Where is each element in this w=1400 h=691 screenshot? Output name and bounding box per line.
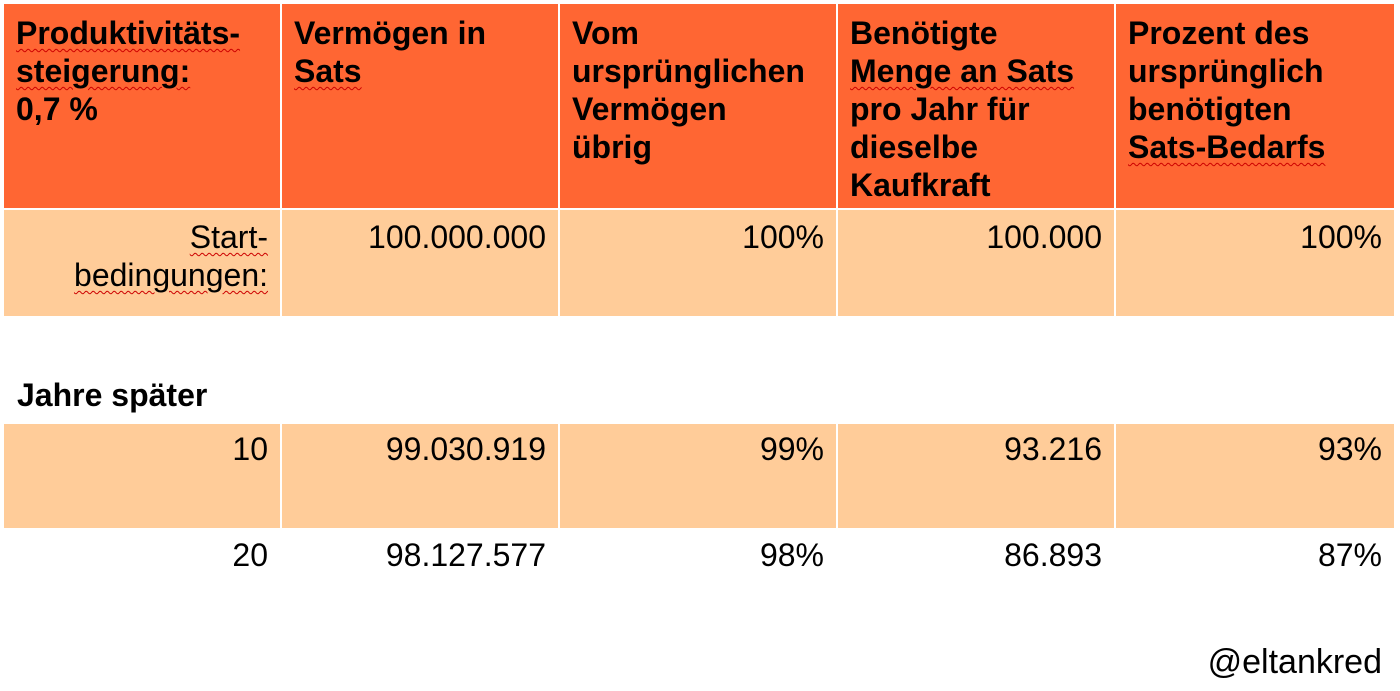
header-required-line-1: Benötigte bbox=[850, 15, 998, 51]
header-productivity-line-3: 0,7 % bbox=[16, 91, 98, 127]
header-percent-of-original[interactable]: Prozent des ursprünglich benötigten Sats… bbox=[1116, 4, 1394, 208]
percent-cell[interactable]: 93% bbox=[1116, 424, 1394, 528]
author-handle: @eltankred bbox=[1207, 643, 1382, 681]
header-required-line-2: Menge an Sats bbox=[850, 53, 1075, 89]
remaining-cell[interactable]: 99% bbox=[560, 424, 838, 528]
years-later-label[interactable]: Jahre später bbox=[17, 377, 208, 413]
year-cell[interactable]: 10 bbox=[4, 424, 282, 528]
header-percent-line-1: Prozent des bbox=[1128, 15, 1310, 51]
start-conditions-row: Start- bedingungen: 100.000.000 100% 100… bbox=[4, 210, 1394, 316]
header-wealth-in-sats[interactable]: Vermögen in Sats bbox=[282, 4, 560, 208]
wealth-cell[interactable]: 99.030.919 bbox=[282, 424, 560, 528]
start-label-line-2: bedingungen: bbox=[74, 257, 268, 293]
table-row: 20 98.127.577 98% 86.893 87% bbox=[4, 530, 1394, 590]
header-wealth-line-2: Sats bbox=[294, 53, 362, 89]
header-required-sats[interactable]: Benötigte Menge an Sats pro Jahr für die… bbox=[838, 4, 1116, 208]
header-remaining-line-4: übrig bbox=[572, 129, 652, 165]
start-label-line-1: Start- bbox=[189, 219, 268, 255]
header-percent-line-4: Sats-Bedarfs bbox=[1128, 129, 1326, 165]
header-remaining-line-1: Vom bbox=[572, 15, 639, 51]
header-percent-line-2: ursprünglich bbox=[1128, 53, 1324, 89]
header-productivity-line-1: Produktivitäts- bbox=[16, 15, 241, 51]
year-cell[interactable]: 20 bbox=[4, 530, 282, 590]
table-row: 10 99.030.919 99% 93.216 93% bbox=[4, 424, 1394, 528]
remaining-cell[interactable]: 98% bbox=[560, 530, 838, 590]
start-percent-cell[interactable]: 100% bbox=[1116, 210, 1394, 316]
header-remaining-line-2: ursprünglichen bbox=[572, 53, 805, 89]
percent-cell[interactable]: 87% bbox=[1116, 530, 1394, 590]
spreadsheet-table: Produktivitäts- steigerung: 0,7 % Vermög… bbox=[4, 4, 1394, 590]
header-productivity-line-2: steigerung: bbox=[16, 53, 191, 89]
header-row: Produktivitäts- steigerung: 0,7 % Vermög… bbox=[4, 4, 1394, 208]
header-wealth-line-1: Vermögen in bbox=[294, 15, 487, 51]
spacer-row bbox=[4, 316, 1394, 424]
required-cell[interactable]: 86.893 bbox=[838, 530, 1116, 590]
start-remaining-cell[interactable]: 100% bbox=[560, 210, 838, 316]
header-required-line-3: pro Jahr für bbox=[850, 91, 1030, 127]
wealth-cell[interactable]: 98.127.577 bbox=[282, 530, 560, 590]
header-remaining-wealth[interactable]: Vom ursprünglichen Vermögen übrig bbox=[560, 4, 838, 208]
start-wealth-cell[interactable]: 100.000.000 bbox=[282, 210, 560, 316]
required-cell[interactable]: 93.216 bbox=[838, 424, 1116, 528]
header-remaining-line-3: Vermögen bbox=[572, 91, 727, 127]
start-conditions-label-cell[interactable]: Start- bedingungen: bbox=[4, 210, 282, 316]
start-required-cell[interactable]: 100.000 bbox=[838, 210, 1116, 316]
header-productivity[interactable]: Produktivitäts- steigerung: 0,7 % bbox=[4, 4, 282, 208]
header-required-line-5: Kaufkraft bbox=[850, 167, 991, 203]
header-required-line-4: dieselbe bbox=[850, 129, 979, 165]
header-percent-line-3: benötigten bbox=[1128, 91, 1292, 127]
